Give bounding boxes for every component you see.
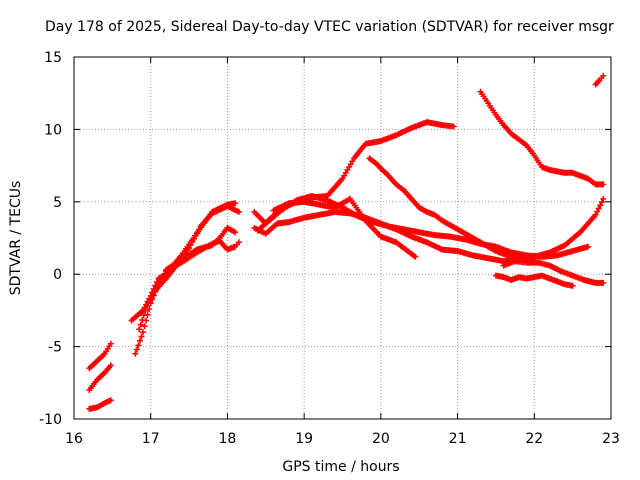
- series-arc-12: [366, 155, 522, 262]
- x-tick-label: 20: [372, 431, 390, 447]
- series-markers: [592, 72, 607, 88]
- x-tick-label: 22: [525, 431, 543, 447]
- series-arc-14: [492, 272, 576, 289]
- series-markers: [86, 397, 114, 412]
- series-markers: [366, 155, 522, 262]
- x-tick-label: 16: [65, 431, 83, 447]
- y-axis-label: SDTVAR / TECUs: [8, 181, 24, 296]
- x-tick-labels: 16 17 18 19 20 21 22 23: [65, 431, 620, 447]
- x-tick-label: 18: [219, 431, 237, 447]
- y-tick-label: -5: [48, 340, 62, 356]
- y-tick-label: 0: [53, 267, 62, 283]
- series-arc-16: [592, 72, 607, 88]
- x-tick-label: 21: [449, 431, 467, 447]
- series-arc-11: [270, 195, 419, 260]
- x-tick-label: 17: [142, 431, 160, 447]
- x-axis-label: GPS time / hours: [282, 459, 399, 475]
- data-points: [86, 72, 607, 412]
- series-arc-7: [163, 224, 239, 273]
- series-markers: [477, 88, 607, 188]
- plot-frame: [73, 56, 612, 420]
- series-markers: [270, 195, 419, 260]
- series-markers: [492, 272, 576, 289]
- series-markers: [500, 258, 607, 286]
- x-tick-label: 19: [295, 431, 313, 447]
- series-arc-2: [86, 362, 114, 393]
- series-markers: [86, 340, 114, 372]
- chart-title: Day 178 of 2025, Sidereal Day-to-day VTE…: [45, 19, 614, 35]
- y-tick-label: -10: [39, 412, 62, 428]
- series-markers: [86, 362, 114, 393]
- series-arc-1: [86, 340, 114, 372]
- y-tick-label: 10: [44, 122, 62, 138]
- y-tick-label: 5: [53, 195, 62, 211]
- series-arc-3: [86, 397, 114, 412]
- y-tick-label: 15: [44, 50, 62, 66]
- y-tick-labels: -10 -5 0 5 10 15: [39, 50, 62, 428]
- x-tick-label: 23: [602, 431, 620, 447]
- series-arc-13: [477, 88, 607, 188]
- series-arc-15: [500, 258, 607, 286]
- ticks: [73, 56, 612, 420]
- series-markers: [163, 224, 239, 273]
